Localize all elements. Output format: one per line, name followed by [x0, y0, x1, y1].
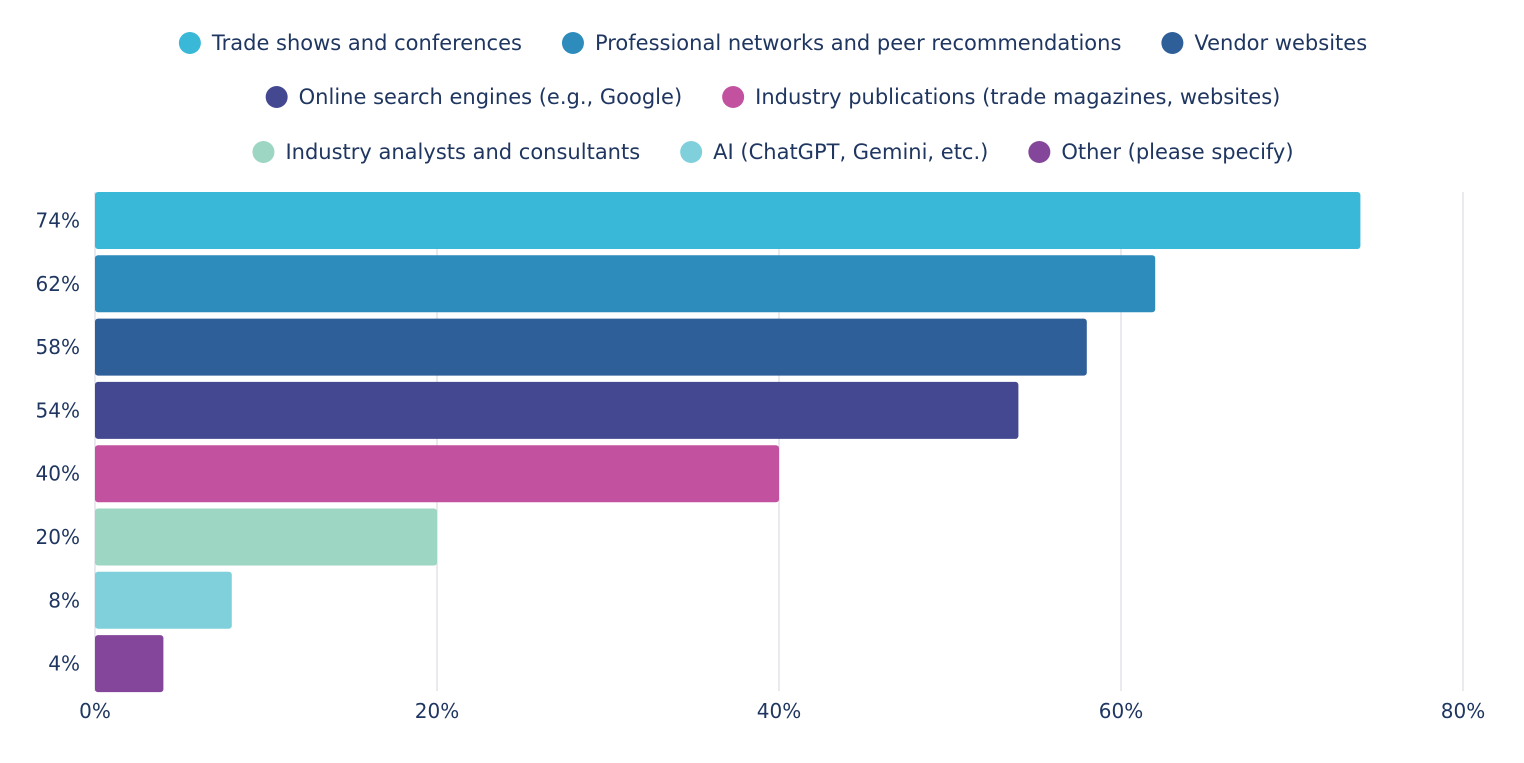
bar-label-1: 62% [36, 272, 80, 296]
legend-label-5: Industry analysts and consultants [285, 140, 640, 164]
bar-label-2: 58% [36, 335, 80, 359]
x-tick-label-20: 20% [415, 699, 459, 723]
x-tick-label-80: 80% [1441, 699, 1485, 723]
legend[interactable]: Trade shows and conferences Professional … [178, 31, 1367, 164]
bar-label-3: 54% [36, 398, 80, 422]
bar-3[interactable] [95, 381, 1019, 439]
legend-item-6[interactable]: AI (ChatGPT, Gemini, etc.) [680, 140, 988, 164]
legend-label-4: Industry publications (trade magazines, … [755, 85, 1280, 109]
x-tick-label-60: 60% [1099, 699, 1143, 723]
legend-label-3: Online search engines (e.g., Google) [299, 85, 682, 109]
legend-item-4[interactable]: Industry publications (trade magazines, … [722, 85, 1280, 109]
legend-item-0[interactable]: Trade shows and conferences [178, 31, 522, 55]
bar-6[interactable] [95, 571, 232, 629]
legend-label-2: Vendor websites [1194, 31, 1367, 55]
x-axis-ticks: 0% 20% 40% 60% 80% [79, 699, 1485, 723]
legend-item-3[interactable]: Online search engines (e.g., Google) [265, 85, 682, 109]
bar-5[interactable] [95, 508, 437, 566]
bar-label-0: 74% [36, 209, 80, 233]
legend-swatch-7 [1028, 141, 1051, 163]
bars [95, 192, 1361, 693]
legend-item-1[interactable]: Professional networks and peer recommend… [561, 31, 1121, 55]
legend-item-5[interactable]: Industry analysts and consultants [252, 140, 640, 164]
legend-swatch-6 [680, 141, 703, 163]
legend-swatch-4 [722, 86, 745, 108]
legend-label-1: Professional networks and peer recommend… [595, 31, 1121, 55]
bar-label-5: 20% [36, 525, 80, 549]
legend-swatch-5 [252, 141, 275, 163]
bar-0[interactable] [95, 192, 1361, 249]
legend-swatch-3 [265, 86, 288, 108]
legend-swatch-0 [178, 32, 201, 54]
legend-label-0: Trade shows and conferences [211, 31, 522, 55]
y-axis-labels: 74% 62% 58% 54% 40% 20% 8% 4% [36, 209, 80, 676]
bar-label-6: 8% [48, 588, 80, 612]
x-tick-label-0: 0% [79, 699, 111, 723]
bar-label-4: 40% [36, 462, 80, 486]
legend-item-2[interactable]: Vendor websites [1161, 31, 1367, 55]
legend-swatch-2 [1161, 32, 1184, 54]
bar-4[interactable] [95, 445, 779, 503]
bar-7[interactable] [95, 635, 164, 693]
legend-item-7[interactable]: Other (please specify) [1028, 140, 1294, 164]
bar-1[interactable] [95, 255, 1156, 313]
legend-label-6: AI (ChatGPT, Gemini, etc.) [713, 140, 988, 164]
legend-swatch-1 [561, 32, 584, 54]
bar-2[interactable] [95, 318, 1087, 376]
x-tick-label-40: 40% [757, 699, 801, 723]
bar-label-7: 4% [48, 652, 80, 676]
legend-label-7: Other (please specify) [1061, 140, 1293, 164]
